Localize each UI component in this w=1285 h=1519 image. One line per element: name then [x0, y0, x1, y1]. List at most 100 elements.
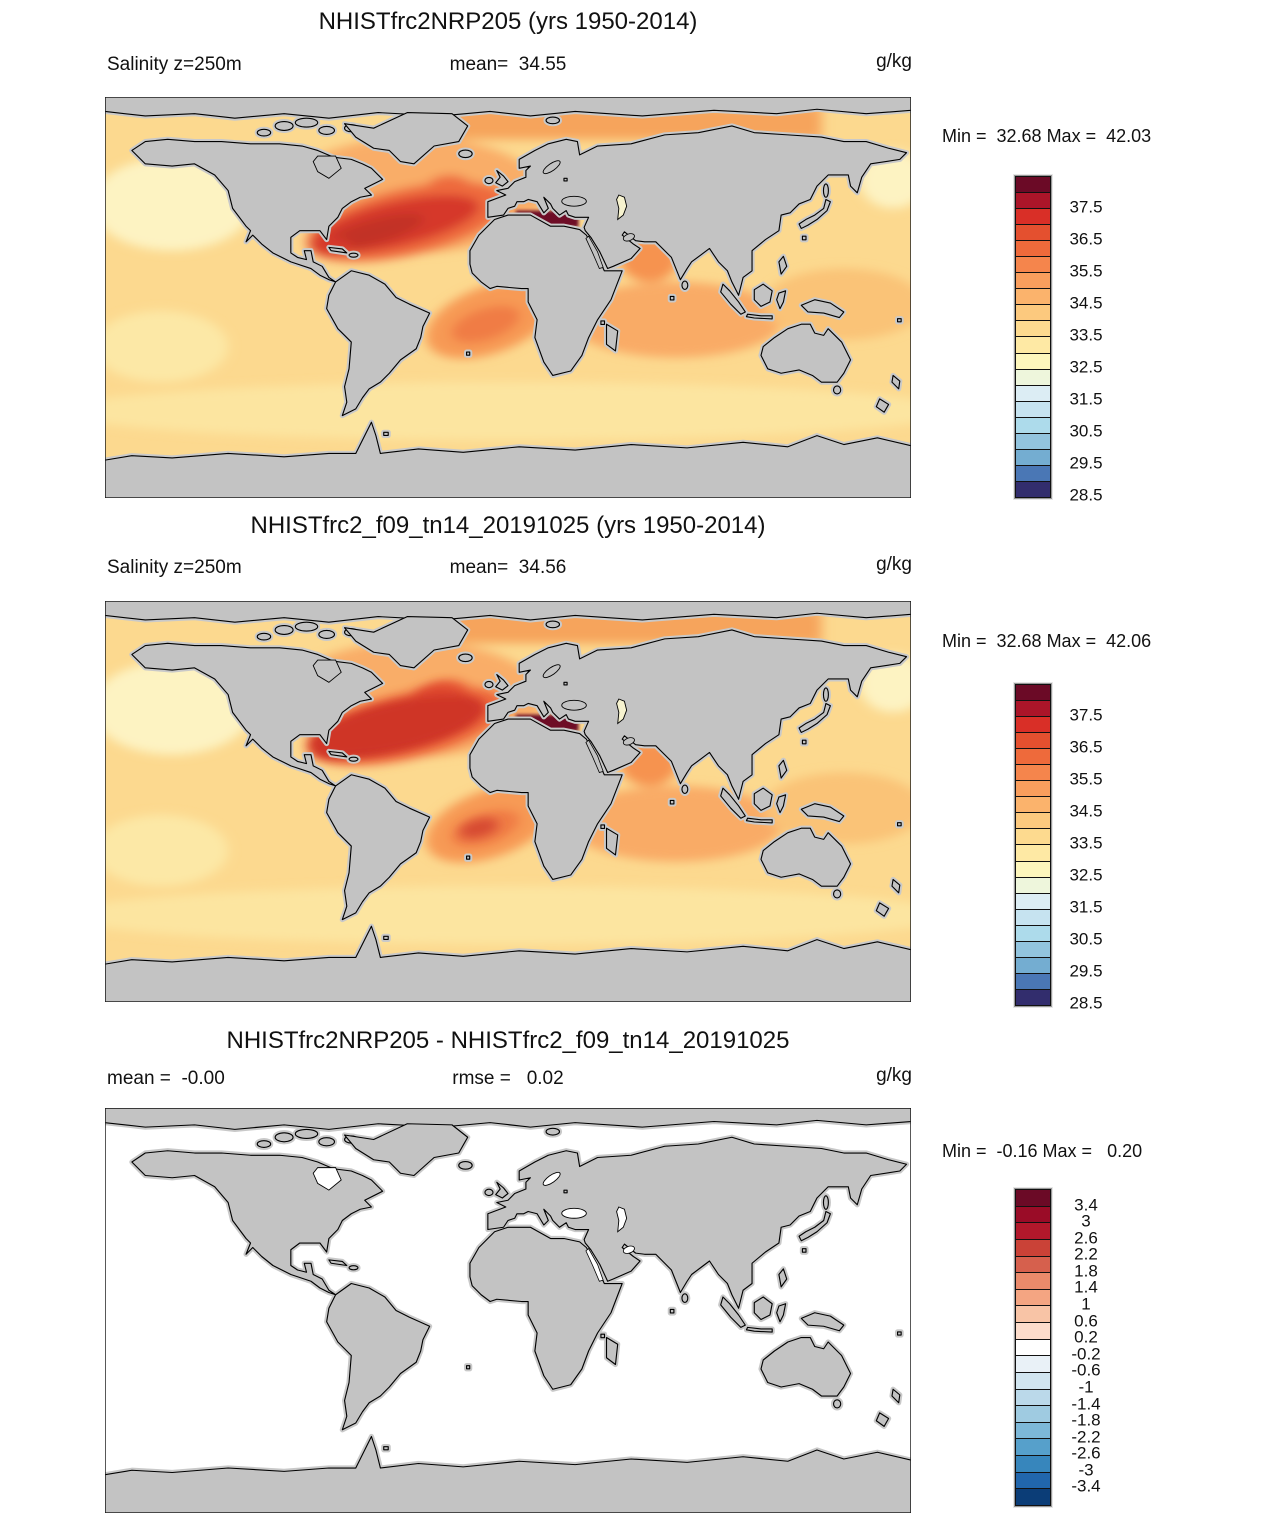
colorbar-segment	[1016, 941, 1050, 957]
colorbar-segment	[1016, 1372, 1050, 1389]
colorbar-tick-label: 30.5	[1069, 421, 1103, 441]
colorbar-tick-label: 29.5	[1069, 453, 1103, 473]
colorbar-tick-label: 33.5	[1069, 325, 1103, 345]
colorbar-segment	[1016, 701, 1050, 717]
panel-mean-label: rmse = 0.02	[452, 1068, 564, 1089]
colorbar-segment	[1016, 305, 1050, 321]
colorbar-segment	[1016, 861, 1050, 877]
panel-left-label: Salinity z=250m	[107, 54, 242, 75]
colorbar-segment	[1016, 925, 1050, 941]
colorbar-tick-label: 37.5	[1069, 705, 1103, 725]
colorbar-segment	[1016, 1306, 1050, 1322]
panel-unit-label: g/kg	[876, 51, 912, 72]
colorbar-segment	[1016, 717, 1050, 733]
colorbar-tick-label: 36.5	[1069, 737, 1103, 757]
panel-left-label: Salinity z=250m	[107, 557, 242, 578]
colorbar-tick-label: 35.5	[1069, 261, 1103, 281]
world-map	[105, 601, 911, 1002]
colorbar-segment	[1016, 1239, 1050, 1256]
colorbar-segment	[1016, 797, 1050, 813]
panel-mean-label: mean= 34.56	[449, 557, 567, 578]
colorbar-segment	[1016, 829, 1050, 845]
colorbar-segment	[1016, 1273, 1050, 1289]
world-map-svg	[105, 601, 911, 1002]
colorbar-segment	[1016, 765, 1050, 781]
colorbar-tick-label: 31.5	[1069, 389, 1103, 409]
colorbar-tick-label: 3.4	[1074, 1195, 1098, 1215]
colorbar: 3.4 3 2.6 2.2 1.8 1.4 1 0.6 0.2 -0.2 -0.6 -1 -1.4 -1.…	[1013, 1187, 1164, 1508]
colorbar-tick-label: -1.8	[1071, 1410, 1101, 1430]
colorbar-tick-label: -3.4	[1071, 1477, 1101, 1497]
panel-unit-label: g/kg	[876, 554, 912, 575]
colorbar-segment	[1016, 1223, 1050, 1239]
colorbar-scale	[1013, 1187, 1053, 1508]
colorbar-segment	[1016, 1439, 1050, 1455]
colorbar-tick-label: -0.6	[1071, 1360, 1101, 1380]
colorbar-tick-label: 1	[1081, 1294, 1091, 1314]
colorbar-tick-label: 32.5	[1069, 357, 1103, 377]
colorbar-tick-label: 3	[1081, 1211, 1091, 1231]
colorbar-segment	[1016, 401, 1050, 417]
colorbar-segment	[1016, 749, 1050, 765]
colorbar-tick-label: -2.6	[1071, 1443, 1101, 1463]
colorbar-segment	[1016, 1422, 1050, 1439]
colorbar-segment	[1016, 1489, 1050, 1505]
colorbar-segment	[1016, 685, 1050, 701]
colorbar-segment	[1016, 781, 1050, 797]
colorbar-segment	[1016, 1289, 1050, 1306]
colorbar-tick-label: 0.6	[1074, 1311, 1098, 1331]
colorbar-segment	[1016, 1190, 1050, 1206]
panel-minmax-label: Min = 32.68 Max = 42.03	[942, 126, 1152, 146]
colorbar-segment	[1016, 337, 1050, 353]
panel-title: NHISTfrc2NRP205 (yrs 1950-2014)	[318, 8, 698, 35]
colorbar-tick-labels: 37.5 36.5 35.5 34.5 33.5 32.5 31.5 30.5 29.5 28.5	[1058, 684, 1114, 1013]
colorbar-segment	[1016, 449, 1050, 465]
colorbar-tick-label: -3	[1078, 1460, 1094, 1480]
colorbar-segment	[1016, 273, 1050, 289]
colorbar-scale	[1013, 682, 1053, 1008]
colorbar-segment	[1016, 225, 1050, 241]
colorbar-segment	[1016, 733, 1050, 749]
colorbar-segment	[1016, 193, 1050, 209]
colorbar-tick-label: 29.5	[1069, 961, 1103, 981]
colorbar-segment	[1016, 1323, 1050, 1339]
colorbar-tick-label: 28.5	[1069, 993, 1103, 1013]
colorbar-segment	[1016, 957, 1050, 973]
colorbar-tick-label: -0.2	[1071, 1344, 1101, 1364]
colorbar-segment	[1016, 1406, 1050, 1422]
colorbar-segment	[1016, 369, 1050, 385]
colorbar-segment	[1016, 989, 1050, 1005]
colorbar-scale	[1013, 174, 1053, 500]
colorbar-segment	[1016, 417, 1050, 433]
colorbar-tick-label: 2.6	[1074, 1228, 1098, 1248]
colorbar-segment	[1016, 893, 1050, 909]
colorbar-segment	[1016, 1472, 1050, 1489]
colorbar-tick-label: 34.5	[1069, 801, 1103, 821]
colorbar-tick-labels: 37.5 36.5 35.5 34.5 33.5 32.5 31.5 30.5 29.5 28.5	[1058, 176, 1114, 505]
colorbar-tick-label: 33.5	[1069, 833, 1103, 853]
colorbar-tick-label: 1.8	[1074, 1261, 1098, 1281]
colorbar-segment	[1016, 433, 1050, 449]
panel-title: NHISTfrc2_f09_tn14_20191025 (yrs 1950-20…	[250, 512, 766, 539]
colorbar-segment	[1016, 289, 1050, 305]
colorbar-segment	[1016, 321, 1050, 337]
panel-left-label: mean = -0.00	[107, 1068, 225, 1089]
colorbar-tick-label: -2.2	[1071, 1427, 1101, 1447]
colorbar-tick-label: 28.5	[1069, 485, 1103, 505]
colorbar-segment	[1016, 1389, 1050, 1406]
world-map	[105, 1108, 911, 1513]
panel-unit-label: g/kg	[876, 1065, 912, 1086]
colorbar-segment	[1016, 353, 1050, 369]
colorbar-segment	[1016, 1456, 1050, 1472]
panel-minmax-label: Min = -0.16 Max = 0.20	[942, 1141, 1143, 1161]
colorbar-segment	[1016, 209, 1050, 225]
world-map	[105, 97, 911, 498]
colorbar-tick-label: 30.5	[1069, 929, 1103, 949]
colorbar: 37.5 36.5 35.5 34.5 33.5 32.5 31.5 30.5 29.5 28.5	[1013, 682, 1164, 1013]
colorbar-tick-label: -1	[1078, 1377, 1094, 1397]
colorbar-segment	[1016, 1339, 1050, 1356]
panel-title: NHISTfrc2NRP205 - NHISTfrc2_f09_tn14_201…	[226, 1027, 790, 1054]
colorbar-segment	[1016, 481, 1050, 497]
colorbar-tick-label: 31.5	[1069, 897, 1103, 917]
colorbar-segment	[1016, 813, 1050, 829]
